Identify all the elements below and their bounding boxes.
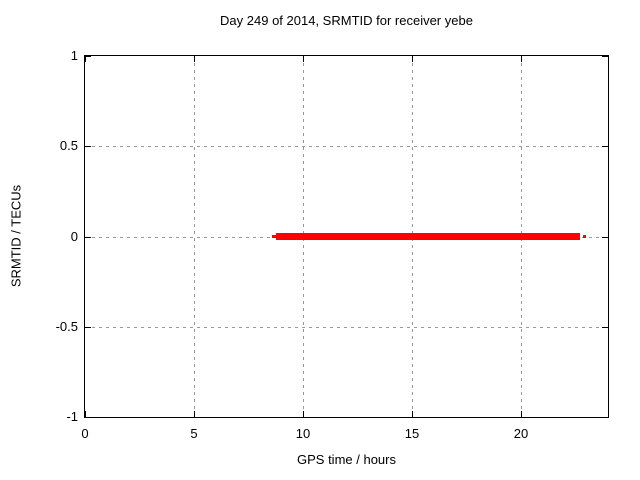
x-tick-mark-mirror [194,56,195,62]
x-tick-mark-mirror [521,56,522,62]
y-tick-mark-mirror [602,56,608,57]
x-tick-mark-mirror [412,56,413,62]
x-tick-mark [194,411,195,417]
x-tick-label: 20 [513,426,529,441]
series-line-segment [272,235,276,238]
x-tick-label: 0 [81,426,89,441]
y-tick-label: 1 [70,48,78,63]
y-tick-mark [85,237,91,238]
plot-area [84,55,609,418]
x-tick-mark [303,411,304,417]
series-line-segment [582,235,587,238]
chart-title: Day 249 of 2014, SRMTID for receiver yeb… [220,13,473,28]
y-tick-mark-mirror [602,146,608,147]
x-tick-mark-mirror [85,56,86,62]
x-tick-label: 15 [404,426,420,441]
x-axis-label: GPS time / hours [297,452,396,467]
y-tick-mark-mirror [602,417,608,418]
gridline-vertical [194,56,195,417]
y-tick-mark [85,56,91,57]
y-tick-label: 0.5 [59,138,78,153]
gridline-horizontal [85,146,608,147]
x-tick-mark-mirror [303,56,304,62]
x-tick-mark [412,411,413,417]
y-tick-label: 0 [70,229,78,244]
x-tick-mark [85,411,86,417]
x-tick-label: 5 [190,426,198,441]
series-line-segment [275,233,581,240]
y-tick-mark [85,146,91,147]
y-tick-label: -0.5 [55,319,78,334]
y-tick-label: -1 [66,409,78,424]
y-tick-mark [85,327,91,328]
gridline-horizontal [85,327,608,328]
x-tick-label: 10 [295,426,311,441]
y-tick-mark-mirror [602,327,608,328]
y-tick-mark [85,417,91,418]
x-tick-mark [521,411,522,417]
y-tick-mark-mirror [602,237,608,238]
